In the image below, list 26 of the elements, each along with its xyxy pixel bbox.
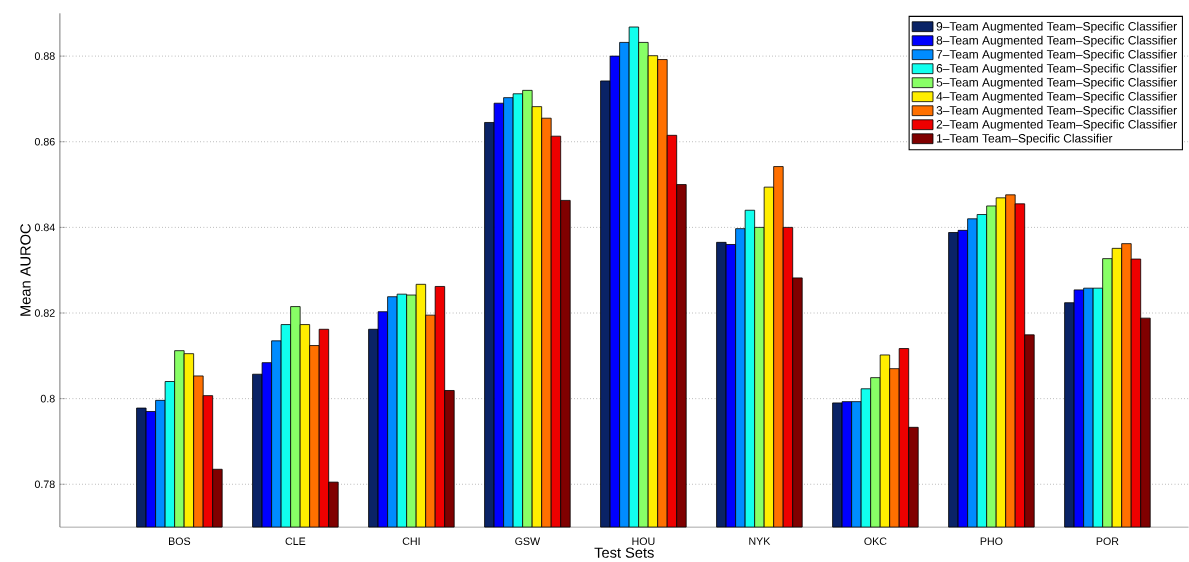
legend-label: 2–Team Augmented Team–Specific Classifier xyxy=(936,119,1177,131)
legend-label: 7–Team Augmented Team–Specific Classifier xyxy=(936,49,1177,61)
x-tick-label: CHI xyxy=(402,537,420,545)
y-tick-label: 0.86 xyxy=(34,137,55,146)
x-tick-label: OKC xyxy=(864,537,887,545)
legend-label: 4–Team Augmented Team–Specific Classifier xyxy=(936,91,1177,103)
legend-label: 8–Team Augmented Team–Specific Classifier xyxy=(936,35,1177,47)
x-tick-label: CLE xyxy=(285,537,306,545)
legend-label: 5–Team Augmented Team–Specific Classifier xyxy=(936,77,1177,89)
legend-label: 1–Team Team–Specific Classifier xyxy=(936,133,1113,145)
x-tick-label: NYK xyxy=(749,537,771,545)
x-tick-label: GSW xyxy=(515,537,541,545)
x-axis-title: Test Sets xyxy=(594,547,654,558)
y-axis-title: Mean AUROC xyxy=(20,223,31,316)
y-tick-label: 0.82 xyxy=(34,309,55,317)
y-tick-label: 0.88 xyxy=(34,52,55,60)
x-tick-label: PHO xyxy=(980,537,1003,545)
legend-label: 6–Team Augmented Team–Specific Classifier xyxy=(936,63,1177,75)
legend-label: 3–Team Augmented Team–Specific Classifier xyxy=(936,105,1177,117)
x-tick-label: BOS xyxy=(169,537,191,545)
y-tick-label: 0.8 xyxy=(40,394,55,403)
x-tick-label: POR xyxy=(1096,537,1119,545)
x-tick-label: HOU xyxy=(632,537,655,545)
y-tick-label: 0.78 xyxy=(34,480,55,488)
y-tick-label: 0.84 xyxy=(34,223,55,231)
legend-label: 9–Team Augmented Team–Specific Classifier xyxy=(936,21,1177,33)
